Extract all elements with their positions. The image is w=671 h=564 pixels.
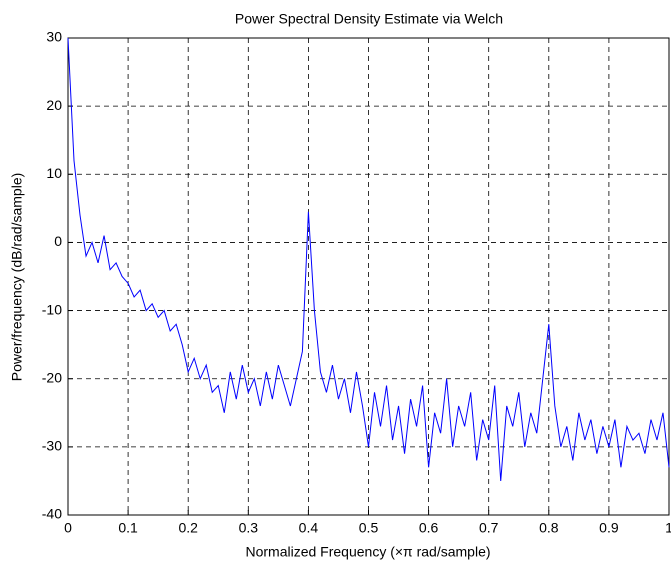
y-tick-label: 20 [46, 97, 62, 113]
x-tick-label: 0.1 [118, 520, 138, 536]
y-tick-label: -20 [42, 369, 62, 385]
x-tick-label: 0.4 [299, 520, 319, 536]
y-tick-label: -10 [42, 301, 62, 317]
y-axis-label: Power/frequency (dB/rad/sample) [9, 173, 25, 382]
x-tick-label: 0.7 [479, 520, 499, 536]
y-tick-label: -30 [42, 438, 62, 454]
plot-frame [67, 37, 670, 516]
chart-title: Power Spectral Density Estimate via Welc… [235, 11, 503, 27]
x-tick-label: 0.8 [539, 520, 559, 536]
x-tick-label: 0.2 [178, 520, 198, 536]
line-series [67, 37, 670, 481]
y-tick-label: 0 [54, 233, 62, 249]
x-axis-label: Normalized Frequency (×π rad/sample) [245, 544, 490, 560]
x-tick-label: 1 [665, 520, 671, 536]
y-tick-label: -40 [42, 506, 62, 522]
x-tick-label: 0.6 [419, 520, 439, 536]
y-tick-label: 30 [46, 29, 62, 45]
x-tick-label: 0 [64, 520, 72, 536]
y-tick-label: 10 [46, 165, 62, 181]
x-tick-label: 0.3 [239, 520, 259, 536]
x-tick-label: 0.5 [359, 520, 379, 536]
x-tick-label: 0.9 [599, 520, 619, 536]
